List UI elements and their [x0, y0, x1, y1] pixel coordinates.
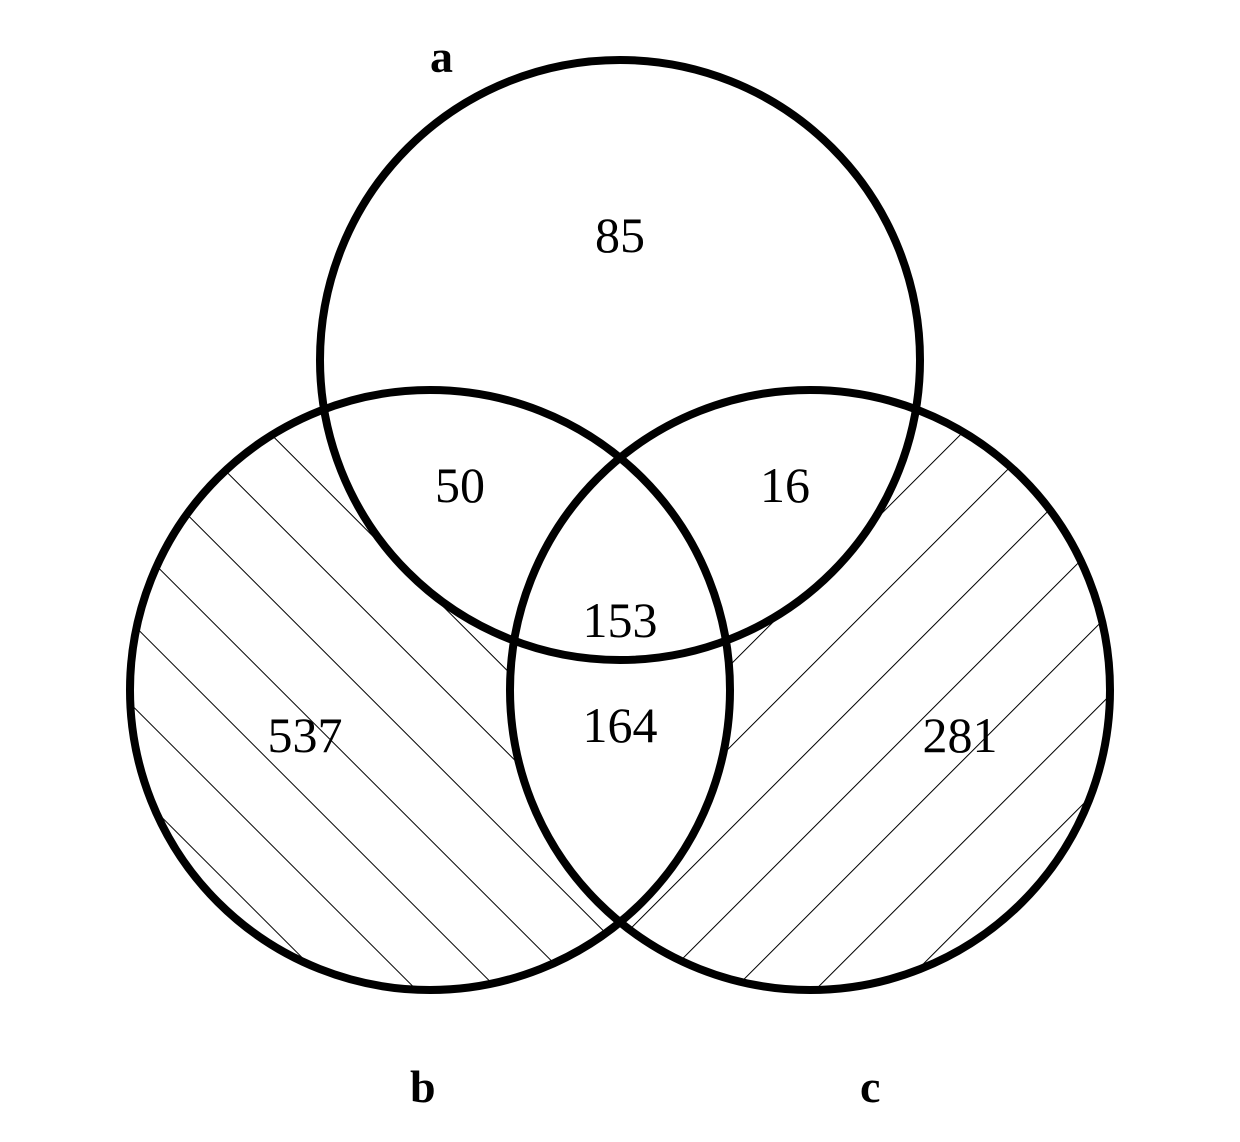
- value-c-only: 281: [923, 706, 998, 764]
- label-c: c: [860, 1060, 880, 1113]
- value-bc-only: 164: [583, 696, 658, 754]
- label-a: a: [430, 30, 453, 83]
- label-b: b: [410, 1060, 436, 1113]
- venn-diagram: a b c 85 50 16 153 164 537 281: [0, 0, 1240, 1137]
- value-ab-only: 50: [435, 456, 485, 514]
- value-ac-only: 16: [760, 456, 810, 514]
- value-a-only: 85: [595, 206, 645, 264]
- venn-svg: [0, 0, 1240, 1137]
- value-abc: 153: [583, 591, 658, 649]
- value-b-only: 537: [268, 706, 343, 764]
